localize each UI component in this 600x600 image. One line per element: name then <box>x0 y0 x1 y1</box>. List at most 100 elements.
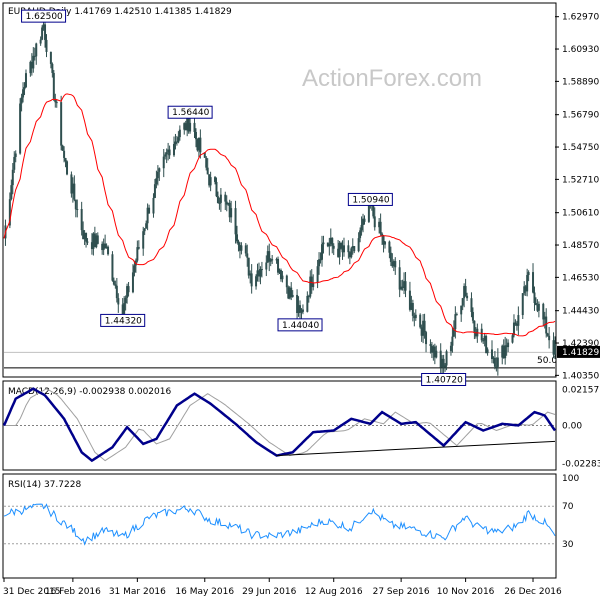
candle-body <box>10 185 13 200</box>
candle-body <box>307 295 310 297</box>
fib-level-label: 50.0 <box>537 356 557 366</box>
candle-body <box>309 276 312 297</box>
candle-body <box>249 273 252 276</box>
candle-body <box>502 345 505 359</box>
price-y-tick-label: 1.42390 <box>562 339 599 349</box>
candle-body <box>429 344 432 346</box>
candle-body <box>209 177 212 186</box>
candle-body <box>71 183 74 194</box>
candle-body <box>512 322 515 336</box>
candle-body <box>485 335 488 354</box>
candle-body <box>44 24 47 40</box>
candle-body <box>19 103 22 154</box>
candle-body <box>432 346 435 353</box>
candle-body <box>332 245 335 249</box>
candle-body <box>517 315 520 326</box>
x-tick-label: 16 May 2016 <box>175 587 234 597</box>
candle-body <box>278 270 281 273</box>
candle-body <box>474 331 477 337</box>
candle-body <box>296 294 299 313</box>
annotation-box <box>100 313 146 327</box>
candle-body <box>96 235 99 244</box>
candle-body <box>422 320 425 336</box>
candle-body <box>196 139 199 151</box>
candle-body <box>105 246 108 249</box>
candle-body <box>542 303 545 320</box>
candle-body <box>452 329 455 337</box>
candle-body <box>174 141 177 145</box>
macd-panel-frame <box>2 380 557 471</box>
price-header: EURAUD,Daily 1.41769 1.42510 1.41385 1.4… <box>8 7 232 17</box>
candle-body <box>184 123 187 131</box>
candle-body <box>277 258 280 273</box>
candle-body <box>496 357 499 367</box>
candle-body <box>215 181 218 197</box>
x-tick-label: 26 Dec 2016 <box>504 587 562 597</box>
annotation-label: 1.50940 <box>352 195 389 205</box>
candle-body <box>93 233 96 248</box>
macd-header: MACD(12,26,9) -0.002938 0.002016 <box>8 387 171 397</box>
candle-body <box>35 43 38 57</box>
candle-body <box>444 365 447 368</box>
candle-body <box>524 286 527 292</box>
candle-body <box>329 237 332 244</box>
candle-body <box>63 150 66 158</box>
price-panel-frame <box>2 2 557 378</box>
candle-body <box>460 305 463 315</box>
candle-body <box>74 199 77 210</box>
candle-body <box>156 171 159 179</box>
candle-body <box>514 322 517 324</box>
candle-body <box>13 156 16 170</box>
candle-body <box>214 177 217 182</box>
candle-body <box>80 208 83 231</box>
candle-body <box>203 152 206 158</box>
candle-body <box>548 335 551 341</box>
candle-body <box>439 350 442 368</box>
price-y-tick-label: 1.62970 <box>562 13 599 23</box>
candle-body <box>39 39 42 44</box>
annotation-box <box>21 9 67 23</box>
candle-body <box>533 292 536 304</box>
candle-body <box>367 201 370 222</box>
candle-body <box>359 230 362 239</box>
candle-body <box>300 309 303 313</box>
x-tick-label: 29 Jun 2016 <box>242 587 296 597</box>
candle-body <box>420 327 423 336</box>
candle-body <box>288 287 291 299</box>
candle-body <box>413 315 416 319</box>
candle-body <box>145 223 148 229</box>
candle-body <box>238 245 241 251</box>
candle-body <box>148 207 151 214</box>
candle-body <box>92 233 95 250</box>
candle-body <box>347 245 350 253</box>
candle-body <box>449 345 452 352</box>
candle-body <box>483 335 486 341</box>
candle-body <box>552 340 555 355</box>
candle-body <box>445 351 448 366</box>
candle-body <box>322 242 325 245</box>
candle-body <box>501 345 504 358</box>
candle-body <box>29 61 32 74</box>
annotation-label: 1.44040 <box>282 321 319 331</box>
candle-body <box>41 27 44 40</box>
candle-body <box>411 303 414 316</box>
candle-body <box>357 238 360 252</box>
candle-body <box>186 115 189 131</box>
candle-body <box>353 246 356 252</box>
candle-body <box>33 55 36 57</box>
candle-body <box>143 228 146 232</box>
candle-body <box>199 137 202 153</box>
candle-body <box>247 257 250 276</box>
price-y-tick-label: 1.46530 <box>562 273 599 283</box>
candle-body <box>86 241 89 243</box>
candle-body <box>362 218 365 225</box>
candle-body <box>337 248 340 257</box>
candle-body <box>435 350 438 358</box>
candle-body <box>301 309 304 312</box>
candle-body <box>350 248 353 258</box>
candle-body <box>378 221 381 228</box>
candle-body <box>70 174 73 194</box>
candle-body <box>177 137 180 143</box>
candle-body <box>523 286 526 294</box>
